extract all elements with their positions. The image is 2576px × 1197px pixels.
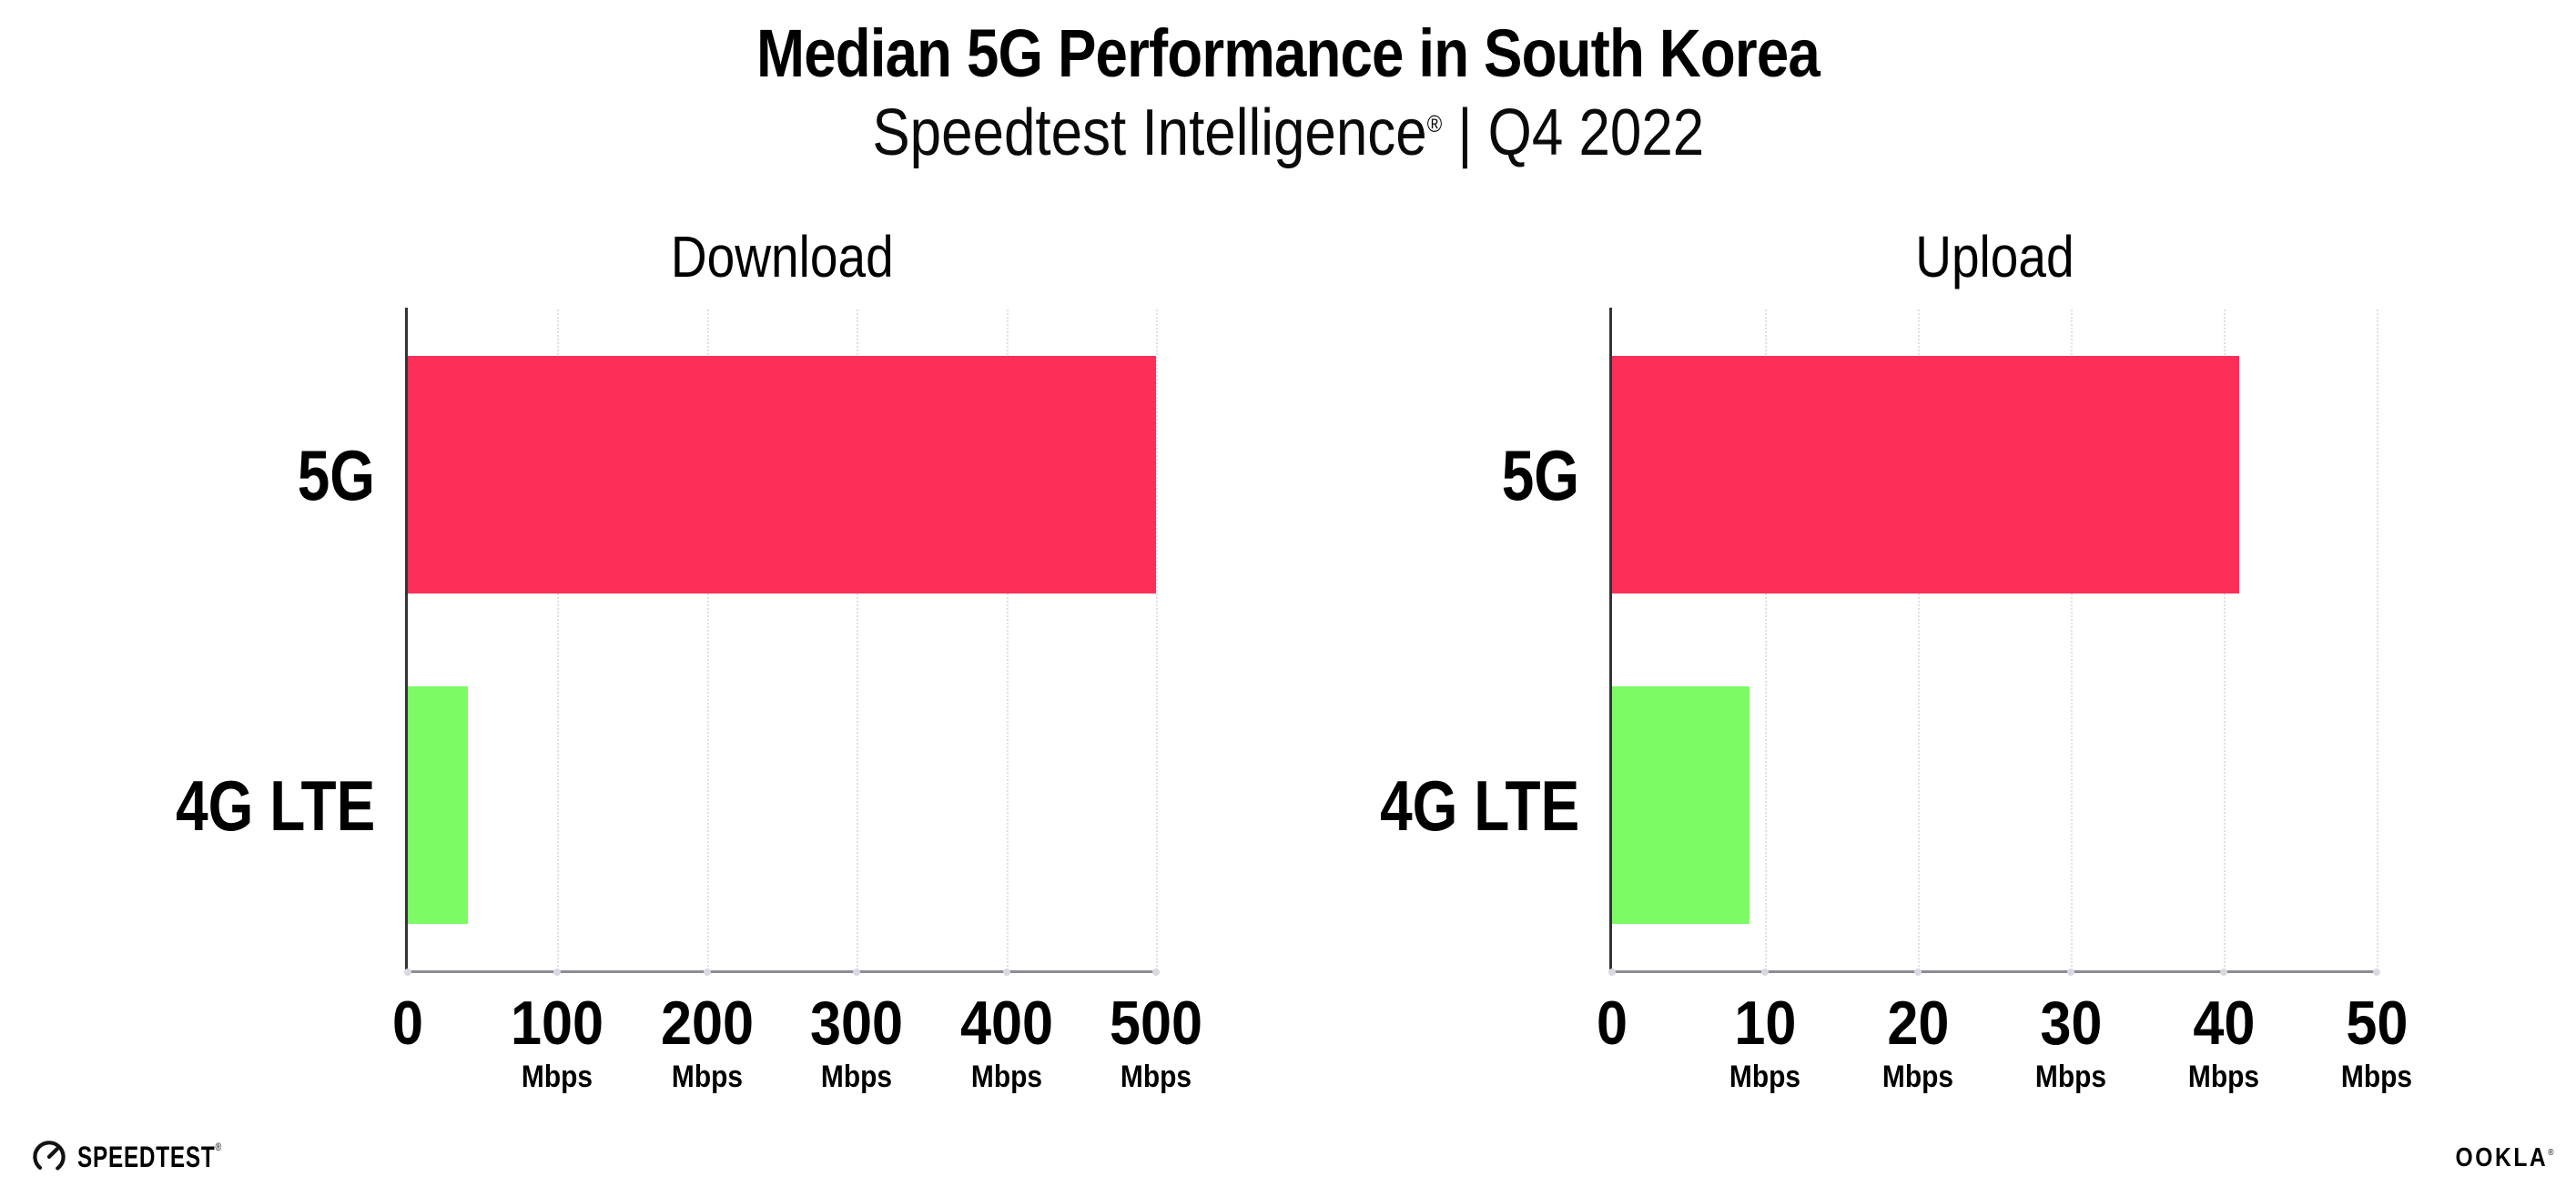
speedtest-logo: SPEEDTEST® [29,1136,268,1176]
gridline-200 [706,309,709,970]
speedtest-gauge-icon [33,1141,66,1173]
x-tick-label-300: 300 Mbps [810,989,904,1094]
gridline-20 [1918,309,1920,970]
axis-tick-mark-400 [1002,969,1010,976]
axis-tick-mark-30 [2067,969,2074,976]
page-title-text: Median 5G Performance in South Korea [756,15,1820,91]
axis-tick-mark-500 [1152,969,1160,976]
registered-mark-icon: ® [215,1140,222,1153]
download-x-tick-row: 0 100 Mbps 200 Mbps 300 Mbps 400 Mbps 500 Mbps [392,989,1202,1120]
x-tick-unit-label: Mbps [1881,1060,1954,1094]
download-plot-area [404,308,1160,976]
upload-chart-title: Upload [1612,228,2377,286]
speedtest-logo-text: SPEEDTEST® [77,1140,222,1173]
x-tick-label-0: 0 [391,989,424,1058]
x-tick-label-40: 40 Mbps [2187,989,2260,1094]
registered-mark-icon: ® [2548,1148,2556,1158]
page-subtitle-text: Speedtest Intelligence® | Q4 2022 [872,100,1704,166]
page-title: Median 5G Performance in South Korea [0,20,2576,87]
gridline-100 [557,309,560,970]
axis-tick-mark-0 [1608,969,1616,976]
category-label-4g-lte: 4G LTE [175,765,375,846]
x-tick-unit-label: Mbps [1120,1060,1192,1094]
x-tick-label-200: 200 Mbps [660,989,754,1094]
download-y-axis-line [405,308,408,973]
upload-plot-area [1608,308,2380,976]
x-tick-unit-label: Mbps [970,1060,1042,1094]
x-tick-unit-label: Mbps [2340,1060,2413,1094]
subtitle-quarter: | Q4 2022 [1441,96,1704,169]
gridline-400 [1006,309,1009,970]
axis-tick-mark-0 [404,969,411,976]
download-chart: Download 5G 4G LTE 0 100 Mbps 200 Mbps 300 Mbp… [176,228,1202,1092]
category-label-5g: 5G [1501,434,1579,515]
gridline-500 [1156,309,1158,970]
x-tick-label-30: 30 Mbps [2034,989,2107,1094]
axis-tick-mark-300 [853,969,861,976]
x-tick-unit-label: Mbps [522,1060,593,1094]
axis-tick-mark-100 [553,969,562,976]
upload-bar-4g-lte [1612,685,1750,925]
x-tick-unit-label: Mbps [1729,1060,1801,1094]
x-tick-label-20: 20 Mbps [1881,989,1954,1094]
gridline-30 [2071,309,2073,970]
registered-mark-icon: ® [1426,110,1442,137]
x-tick-label-400: 400 Mbps [959,989,1053,1094]
gridline-50 [2377,309,2378,970]
axis-tick-mark-20 [1914,969,1922,976]
ookla-logo-text: OOKLA [2455,1143,2549,1172]
gridline-10 [1765,309,1767,970]
axis-tick-mark-50 [2373,969,2380,976]
axis-tick-mark-40 [2220,969,2227,976]
gridline-300 [857,309,859,970]
axis-tick-mark-10 [1761,969,1769,976]
x-tick-label-500: 500 Mbps [1109,989,1203,1094]
download-bar-4g-lte [408,685,468,925]
x-tick-label-0: 0 [1596,989,1628,1058]
upload-chart-title-text: Upload [1914,224,2074,289]
x-tick-unit-label: Mbps [2187,1060,2260,1094]
upload-x-tick-row: 0 10 Mbps 20 Mbps 30 Mbps 40 Mbps 50 Mbps [1597,989,2412,1120]
download-chart-title: Download [408,228,1156,286]
download-x-axis-line [408,970,1156,973]
x-tick-unit-label: Mbps [821,1060,893,1094]
upload-x-axis-line [1612,970,2377,973]
x-tick-unit-label: Mbps [671,1060,743,1094]
category-label-5g: 5G [297,434,375,515]
gridline-40 [2224,309,2226,970]
ookla-logo: OOKLA® [2455,1145,2556,1172]
x-tick-label-10: 10 Mbps [1729,989,1801,1094]
upload-bar-5g [1612,355,2239,594]
page-subtitle: Speedtest Intelligence® | Q4 2022 [0,100,2576,166]
x-tick-label-50: 50 Mbps [2340,989,2413,1094]
x-tick-label-100: 100 Mbps [511,989,604,1094]
download-bar-5g [408,355,1156,594]
x-tick-unit-label: Mbps [2034,1060,2107,1094]
subtitle-brand: Speedtest Intelligence [872,96,1427,169]
upload-chart: Upload 5G 4G LTE 0 10 Mbps 20 Mbps 30 Mbps 40 Mb… [1380,228,2412,1092]
download-chart-title-text: Download [670,224,894,289]
axis-tick-mark-200 [703,969,711,976]
category-label-4g-lte: 4G LTE [1379,765,1579,846]
upload-y-axis-line [1609,308,1612,973]
